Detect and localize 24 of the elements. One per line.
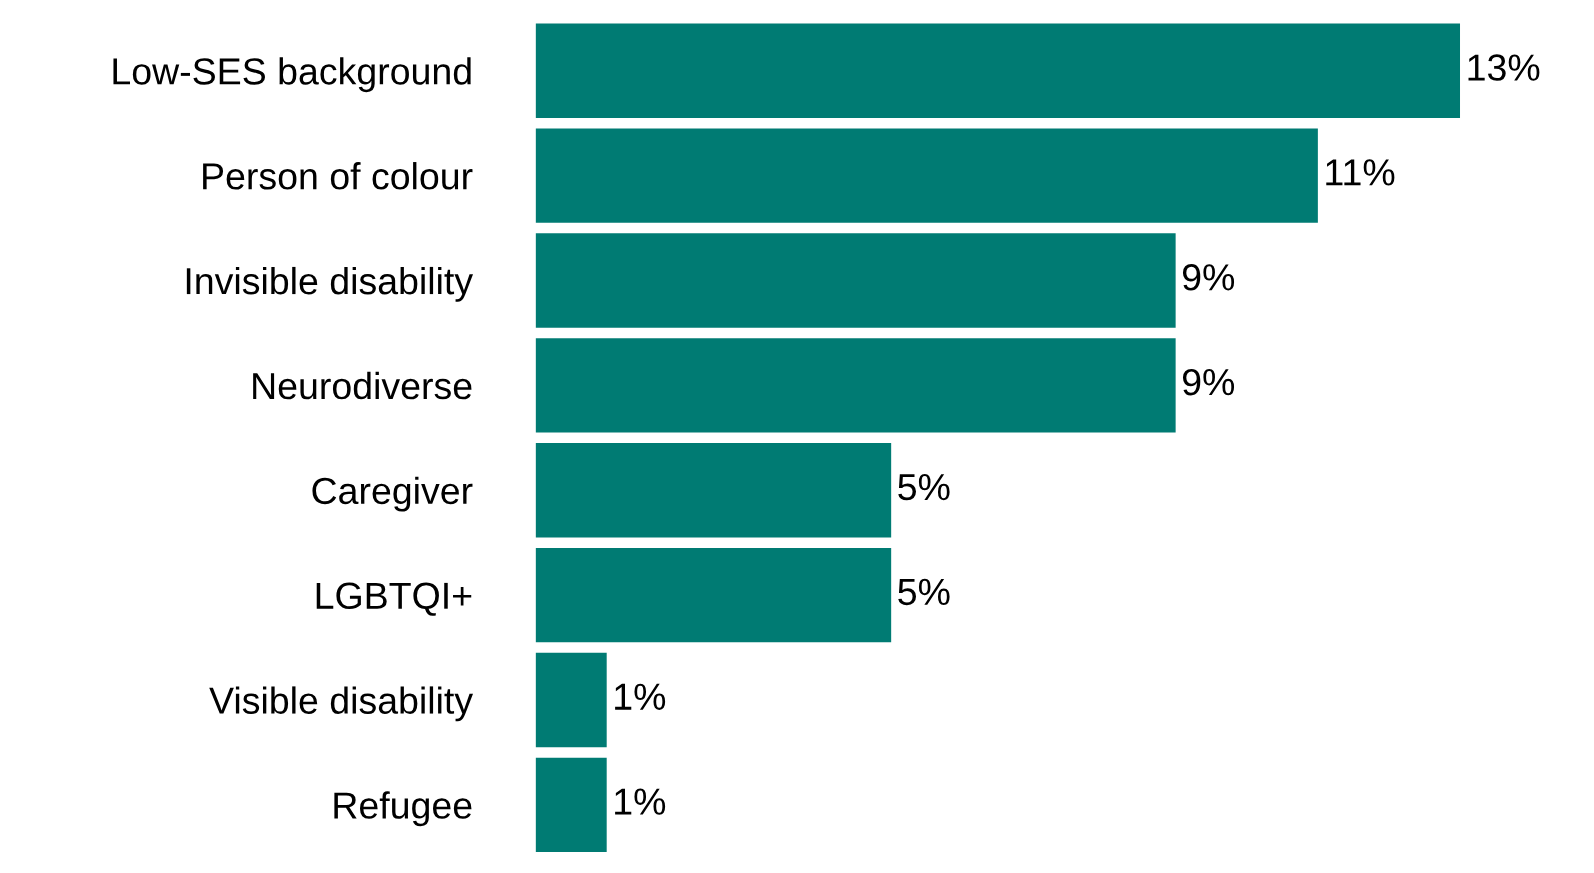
data-label: 11% — [1326, 159, 1395, 186]
y-tick-label: Refugee — [334, 791, 472, 827]
bar — [535, 443, 892, 538]
bar — [535, 757, 607, 853]
data-label: 5% — [898, 473, 950, 501]
y-tick-label: Person of colour — [203, 162, 473, 190]
y-tick-label: Neurodiverse — [253, 371, 472, 400]
y-tick-label: Visible disability — [209, 686, 474, 722]
y-tick-label: Invisible disability — [186, 266, 474, 302]
bar — [535, 23, 1461, 118]
bar — [535, 233, 1176, 328]
data-label: 5% — [898, 578, 950, 606]
y-tick-label: Low-SES background — [113, 57, 471, 93]
data-label: 9% — [1182, 368, 1235, 396]
bar — [535, 547, 892, 643]
data-label: 9% — [1182, 264, 1235, 291]
y-tick-label: Caregiver — [312, 476, 473, 512]
bar — [535, 652, 607, 748]
bar — [535, 128, 1318, 223]
data-label: 1% — [615, 683, 666, 710]
y-tick-label: LGBTQI+ — [316, 582, 472, 616]
data-label: 1% — [615, 788, 666, 815]
data-label: 13% — [1468, 54, 1540, 81]
bar — [535, 338, 1176, 433]
